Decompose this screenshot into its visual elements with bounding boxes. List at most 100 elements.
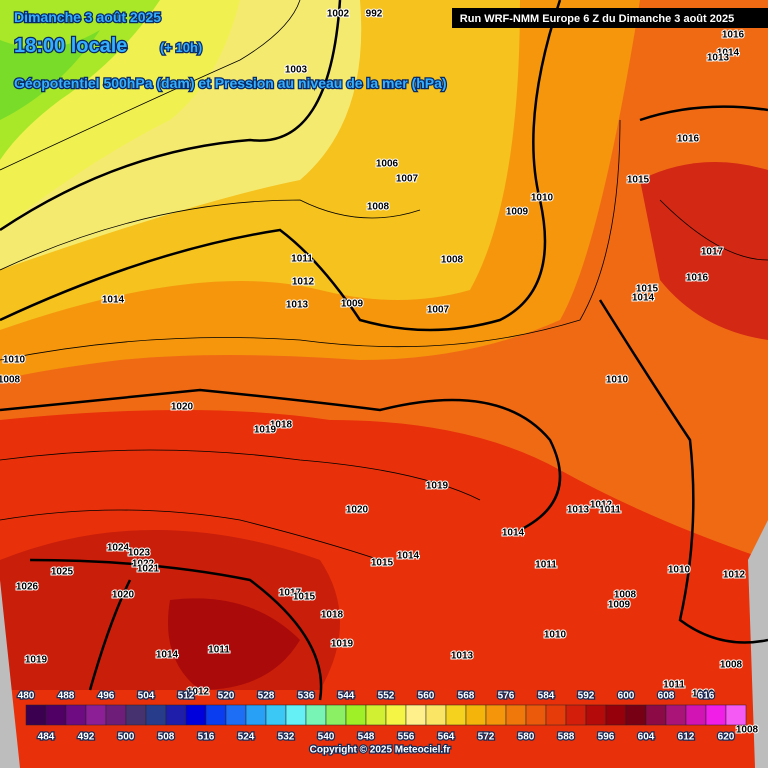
pressure-label: 1020: [171, 402, 194, 413]
legend-swatch: [665, 704, 687, 726]
run-box: [452, 8, 768, 28]
legend-swatch: [585, 704, 607, 726]
legend-swatch: [145, 704, 167, 726]
legend-swatch: [325, 704, 347, 726]
legend-swatch: [465, 704, 487, 726]
pressure-label: 1011: [291, 254, 313, 265]
legend-swatch: [685, 704, 707, 726]
legend-label: 528: [258, 691, 275, 702]
pressure-label: 1011: [599, 505, 621, 516]
pressure-label: 1020: [112, 590, 135, 601]
legend-label: 616: [698, 691, 715, 702]
legend-label: 608: [658, 691, 675, 702]
legend-label: 620: [718, 732, 735, 743]
legend-label: 572: [478, 732, 495, 743]
pressure-label: 1015: [371, 558, 394, 569]
legend-label: 524: [238, 732, 255, 743]
legend-label: 480: [18, 691, 35, 702]
legend-label: 548: [358, 732, 375, 743]
pressure-label: 1010: [3, 355, 26, 366]
pressure-label: 1017: [279, 588, 302, 599]
legend-label: 500: [118, 732, 135, 743]
legend-swatch: [25, 704, 47, 726]
legend-swatch: [485, 704, 507, 726]
legend-swatch: [165, 704, 187, 726]
legend-label: 512: [178, 691, 195, 702]
pressure-label: 1011: [663, 680, 685, 691]
legend-swatch: [205, 704, 227, 726]
legend-swatch: [285, 704, 307, 726]
pressure-label: 1015: [636, 284, 659, 295]
legend-label: 552: [378, 691, 395, 702]
pressure-label: 1008: [720, 660, 743, 671]
legend-swatch: [705, 704, 727, 726]
pressure-label: 1022: [132, 559, 155, 570]
date: Dimanche 3 août 2025: [14, 9, 161, 25]
legend-swatch: [305, 704, 327, 726]
legend-label: 592: [578, 691, 595, 702]
legend-label: 492: [78, 732, 95, 743]
legend-label: 584: [538, 691, 555, 702]
legend-swatch: [425, 704, 447, 726]
copyright: Copyright © 2025 Meteociel.fr: [310, 745, 451, 756]
pressure-label: 1011: [535, 560, 557, 571]
subtitle: Géopotentiel 500hPa (dam) et Pression au…: [14, 75, 447, 91]
legend-swatch: [125, 704, 147, 726]
pressure-label: 1014: [397, 551, 420, 562]
pressure-label: 1014: [632, 293, 655, 304]
pressure-label: 1016: [692, 689, 715, 700]
pressure-label: 1026: [16, 582, 39, 593]
legend-label: 540: [318, 732, 335, 743]
legend-label: 488: [58, 691, 75, 702]
legend-swatch: [245, 704, 267, 726]
legend-label: 568: [458, 691, 475, 702]
pressure-label: 1010: [606, 375, 629, 386]
pressure-label: 1013: [286, 300, 309, 311]
pressure-label: 1016: [722, 30, 745, 41]
legend-swatch: [625, 704, 647, 726]
pressure-label: 1009: [341, 299, 364, 310]
pressure-label: 1019: [25, 655, 48, 666]
pressure-label: 1015: [293, 592, 316, 603]
time: 18:00 locale: [14, 35, 127, 57]
legend-label: 604: [638, 732, 655, 743]
legend-swatch: [365, 704, 387, 726]
pressure-label: 1014: [502, 528, 525, 539]
pressure-label: 1012: [590, 500, 613, 511]
pressure-label: 1008: [441, 255, 464, 266]
legend-swatch: [405, 704, 427, 726]
legend-swatch: [505, 704, 527, 726]
pressure-label: 1015: [627, 175, 650, 186]
legend-label: 612: [678, 732, 695, 743]
pressure-label: 1008: [367, 202, 390, 213]
legend-label: 576: [498, 691, 515, 702]
pressure-label: 1008: [736, 725, 759, 736]
pressure-label: 1016: [677, 134, 700, 145]
legend-label: 588: [558, 732, 575, 743]
legend-swatch: [525, 704, 547, 726]
contours: [0, 0, 768, 701]
pressure-label: 1008: [614, 590, 637, 601]
pressure-label: 1007: [427, 305, 450, 316]
legend-label: 496: [98, 691, 115, 702]
legend-label: 516: [198, 732, 215, 743]
legend-swatch: [225, 704, 247, 726]
legend-label: 580: [518, 732, 535, 743]
pressure-label: 1007: [396, 174, 419, 185]
pressure-label: 1023: [128, 548, 151, 559]
pressure-label: 1025: [51, 567, 74, 578]
pressure-label: 1018: [321, 610, 344, 621]
pressure-label: 1002: [327, 9, 350, 20]
legend-label: 504: [138, 691, 155, 702]
run-info: Run WRF-NMM Europe 6 Z du Dimanche 3 aoû…: [460, 13, 734, 25]
legend-label: 596: [598, 732, 615, 743]
legend-swatch: [605, 704, 627, 726]
pressure-label: 1003: [285, 65, 308, 76]
pressure-label: 992: [366, 9, 383, 20]
header: Dimanche 3 août 2025 18:00 locale (+ 10h…: [13, 8, 768, 92]
legend-label: 560: [418, 691, 435, 702]
pressure-label: 1016: [686, 273, 709, 284]
